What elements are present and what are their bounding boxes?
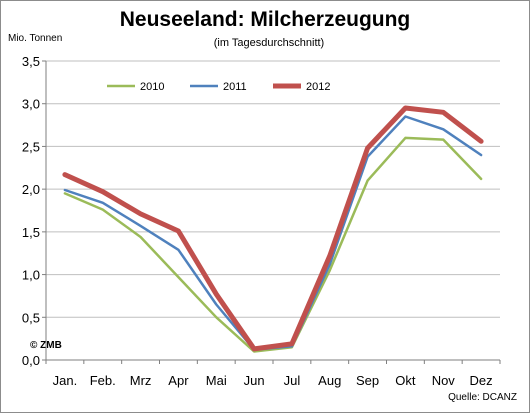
y-tick-label: 2,5 [22,139,40,154]
x-tick-label: Mrz [130,373,152,388]
x-tick-label: Okt [395,373,416,388]
series-line-2012 [62,105,484,352]
x-tick-label: Jul [284,373,301,388]
y-tick-label: 1,5 [22,225,40,240]
y-tick-label: 0,5 [22,310,40,325]
y-tick-label: 3,0 [22,97,40,112]
x-tick-label: Sep [356,373,379,388]
x-tick-label: Aug [318,373,341,388]
x-tick-label: Jan. [53,373,78,388]
y-tick-label: 0,0 [22,353,40,368]
y-tick-label: 2,0 [22,182,40,197]
legend-label-2011: 2011 [223,81,247,93]
y-tick-label: 3,5 [22,54,40,69]
source-note: Quelle: DCANZ [448,392,517,403]
y-tick-label: 1,0 [22,268,40,283]
chart-title: Neuseeland: Milcherzeugung [119,8,411,31]
x-tick-label: Nov [432,373,456,388]
legend-label-2010: 2010 [140,81,164,93]
x-tick-label: Dez [470,373,493,388]
x-tick-label: Feb. [90,373,116,388]
y-axis-label: Mio. Tonnen [8,33,63,44]
chart-subtitle: (im Tagesdurchschnitt) [213,37,325,49]
x-tick-label: Mai [206,373,227,388]
series-line-2010 [63,136,483,353]
series-line-2011 [63,115,483,351]
legend-label-2012: 2012 [306,81,330,93]
x-tick-label: Jun [244,373,265,388]
x-tick-label: Apr [168,373,189,388]
